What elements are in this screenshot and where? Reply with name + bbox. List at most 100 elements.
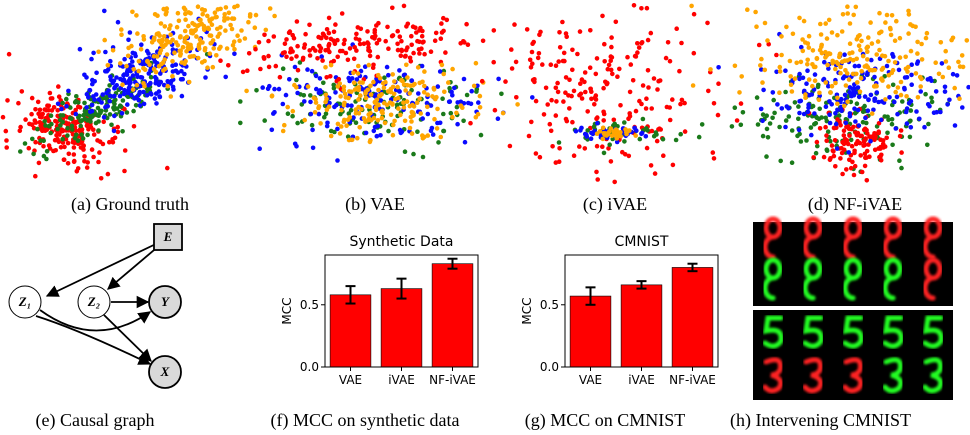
scatter-point xyxy=(154,78,159,83)
scatter-point xyxy=(285,111,291,116)
scatter-point xyxy=(908,22,913,27)
scatter-point xyxy=(851,124,856,130)
scatter-point xyxy=(553,160,559,165)
scatter-point xyxy=(601,131,607,136)
scatter-point xyxy=(863,115,868,121)
scatter-point xyxy=(827,120,833,126)
digit xyxy=(842,216,863,260)
scatter-point xyxy=(285,104,291,110)
scatter-point xyxy=(946,65,952,70)
scatter-point xyxy=(473,114,479,120)
caption: (a) Ground truth xyxy=(71,194,189,215)
scatter-point xyxy=(415,65,421,70)
scatter-point xyxy=(60,136,65,142)
scatter-point xyxy=(631,3,637,8)
scatter-point xyxy=(690,83,696,88)
scatter-point xyxy=(102,8,107,14)
scatter-point xyxy=(110,140,116,145)
scatter-point xyxy=(294,144,299,149)
scatter-point xyxy=(923,91,928,97)
scatter-point xyxy=(779,52,784,58)
scatter-point xyxy=(409,78,415,83)
scatter-point xyxy=(796,116,801,122)
scatter-point xyxy=(399,38,404,44)
scatter-point xyxy=(760,112,766,117)
scatter-point xyxy=(141,89,146,95)
scatter-point xyxy=(875,39,881,44)
scatter-point xyxy=(585,109,590,114)
scatter-point xyxy=(530,95,535,100)
scatter-point xyxy=(231,16,237,22)
scatter-point xyxy=(645,37,651,43)
scatter-point xyxy=(529,49,535,55)
scatter-point xyxy=(732,63,738,69)
scatter-point xyxy=(637,136,643,142)
scatter-point xyxy=(454,104,460,110)
scatter-point xyxy=(413,25,418,31)
scatter-point xyxy=(351,115,356,120)
scatter-point xyxy=(375,54,381,60)
scatter-point xyxy=(322,114,327,120)
scatter-point xyxy=(411,50,416,56)
scatter-point xyxy=(244,88,249,94)
scatter-panels xyxy=(0,3,970,185)
scatter-point xyxy=(846,77,852,82)
scatter-point xyxy=(235,33,240,38)
scatter-point xyxy=(639,6,644,11)
scatter-point xyxy=(811,155,816,160)
scatter-point xyxy=(358,26,364,32)
scatter-point xyxy=(679,97,685,103)
scatter-point xyxy=(790,31,796,37)
scatter-point xyxy=(804,138,809,143)
scatter-point xyxy=(435,106,440,112)
scatter-point xyxy=(401,3,407,9)
node-label: X xyxy=(160,364,170,379)
scatter-point xyxy=(865,49,870,54)
scatter-point xyxy=(876,121,882,126)
scatter-point xyxy=(433,30,439,36)
scatter-point xyxy=(575,51,580,57)
scatter-point xyxy=(869,111,875,116)
scatter-point xyxy=(222,12,227,17)
scatter-point xyxy=(327,49,332,55)
scatter-point xyxy=(345,103,350,108)
scatter-point xyxy=(335,126,340,132)
scatter-point xyxy=(152,12,158,17)
scatter-point xyxy=(906,12,912,17)
scatter-point xyxy=(848,137,854,143)
scatter-point xyxy=(540,62,545,67)
scatter-point xyxy=(804,81,809,86)
scatter-point xyxy=(201,25,207,31)
scatter-point xyxy=(806,102,811,108)
scatter-point xyxy=(174,24,180,30)
scatter-point xyxy=(862,151,868,157)
scatter-point xyxy=(648,163,654,168)
scatter-point xyxy=(49,108,55,113)
scatter-point xyxy=(492,107,498,113)
scatter-point xyxy=(915,51,920,56)
scatter-point xyxy=(886,117,891,122)
scatter-point xyxy=(437,69,443,74)
digit xyxy=(882,357,904,394)
scatter-point xyxy=(627,114,633,119)
scatter-point xyxy=(878,117,884,123)
scatter-point xyxy=(420,136,426,141)
scatter-point xyxy=(601,85,606,91)
node xyxy=(77,285,111,319)
scatter-point xyxy=(89,56,94,62)
scatter-point xyxy=(374,41,380,46)
scatter-point xyxy=(643,126,649,131)
scatter-point xyxy=(165,83,170,89)
scatter-point xyxy=(44,156,49,162)
scatter-point xyxy=(929,95,934,101)
scatter-point xyxy=(462,139,468,145)
scatter-point xyxy=(283,92,289,98)
scatter-point xyxy=(507,143,513,149)
scatter-point xyxy=(317,48,323,54)
scatter-point xyxy=(673,137,679,143)
scatter-point xyxy=(847,41,853,46)
scatter-point xyxy=(409,33,414,39)
scatter-point xyxy=(796,127,802,133)
scatter-point xyxy=(462,40,467,45)
scatter-point xyxy=(179,68,184,74)
